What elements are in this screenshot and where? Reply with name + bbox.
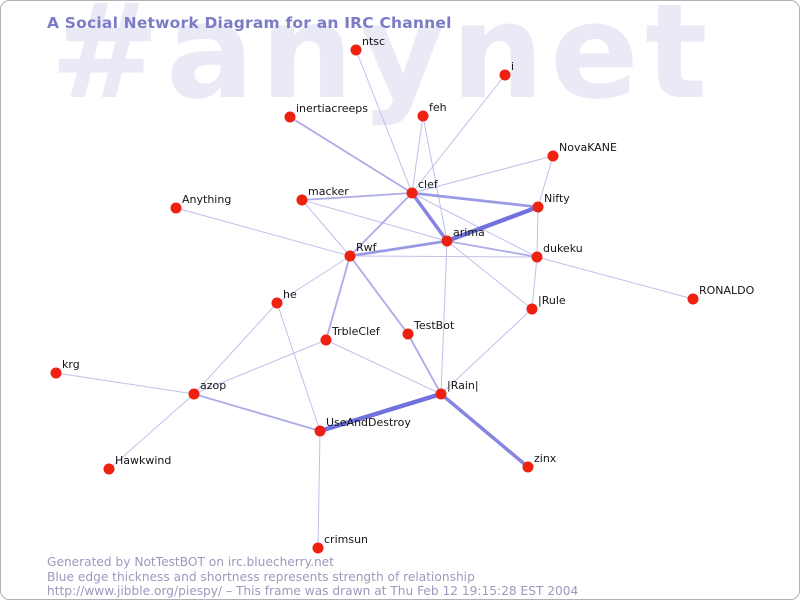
edge-Rule-Rain (440, 308, 533, 395)
edge-arima-dukeku (446, 240, 538, 258)
node-label-Hawkwind: Hawkwind (115, 454, 171, 467)
edge-dukeku-Rule (531, 256, 538, 310)
node-dukeku (531, 251, 543, 263)
node-TrbleClef (320, 334, 332, 346)
node-label-inertiacreeps: inertiacreeps (296, 102, 368, 115)
node-macker (296, 194, 308, 206)
edge-layer (55, 49, 694, 549)
edge-azop-UseAndDestroy (193, 393, 321, 432)
edge-Anything-Rwf (175, 207, 351, 257)
edge-azop-Hawkwind (108, 393, 195, 470)
edge-TrbleClef-azop (193, 339, 327, 395)
edge-macker-clef (301, 192, 413, 201)
node-RONALDO (687, 293, 699, 305)
edge-i-clef (411, 74, 506, 194)
edge-Nifty-dukeku (536, 206, 539, 258)
node-UseAndDestroy (314, 425, 326, 437)
edge-macker-arima (301, 199, 448, 242)
footer-text: Generated by NotTestBOT on irc.bluecherr… (47, 555, 578, 599)
node-Anything (170, 202, 182, 214)
node-arima (441, 235, 453, 247)
node-label-Nifty: Nifty (544, 192, 570, 205)
node-inertiacreeps (284, 111, 296, 123)
node-ntsc (350, 44, 362, 56)
edge-feh-clef (411, 115, 424, 194)
channel-watermark: #anynet (50, 0, 714, 128)
edge-arima-Rwf (348, 239, 449, 258)
node-TestBot (402, 328, 414, 340)
node-label-NovaKANE: NovaKANE (559, 141, 617, 154)
edge-Rwf-TrbleClef (325, 255, 351, 341)
node-zinx (522, 461, 534, 473)
node-feh (417, 110, 429, 122)
edge-Rwf-TestBot (349, 255, 409, 335)
node-label-zinx: zinx (534, 452, 557, 465)
edge-Rain-zinx (439, 392, 530, 469)
edge-krg-azop (55, 372, 195, 395)
edge-he-UseAndDestroy (276, 302, 321, 432)
edge-Nifty-arima (444, 204, 541, 244)
edge-UseAndDestroy-Rain (317, 391, 444, 434)
node-Rule (526, 303, 538, 315)
node-label-RONALDO: RONALDO (699, 284, 755, 297)
node-label-TrbleClef: TrbleClef (331, 325, 381, 338)
node-label-he: he (283, 288, 297, 301)
edge-Rwf-dukeku (349, 255, 538, 258)
footer-url-timestamp: http://www.jibble.org/piespy/ – This fra… (47, 584, 579, 599)
edge-TrbleClef-Rain (325, 339, 442, 395)
node-label-Anything: Anything (182, 193, 231, 206)
edge-NovaKANE-clef (411, 155, 554, 194)
node-label-UseAndDestroy: UseAndDestroy (326, 416, 411, 429)
edge-clef-Nifty (410, 191, 540, 209)
label-layer: ntsc i inertiacreeps feh NovaKANE clef macker A… (62, 35, 755, 546)
node-label-TestBot: TestBot (413, 319, 455, 332)
footer-generated-by: Generated by NotTestBOT on irc.bluecherr… (47, 555, 334, 569)
edge-arima-Rule (446, 240, 533, 310)
node-Rain (435, 388, 447, 400)
node-label-arima: arima (453, 226, 485, 239)
node-Nifty (532, 201, 544, 213)
edge-inertiacreeps-clef (289, 116, 413, 194)
edge-NovaKANE-Nifty (537, 155, 554, 208)
edge-Rwf-he (276, 255, 351, 304)
node-label-crimsun: crimsun (324, 533, 368, 546)
node-label-macker: macker (308, 185, 349, 198)
node-crimsun (312, 542, 324, 554)
edge-dukeku-RONALDO (536, 256, 694, 300)
node-azop (188, 388, 200, 400)
node-NovaKANE (547, 150, 559, 162)
node-label-dukeku: dukeku (543, 242, 583, 255)
diagram-title: A Social Network Diagram for an IRC Chan… (47, 14, 452, 32)
node-Rwf (344, 250, 356, 262)
edge-macker-Rwf (301, 199, 351, 257)
node-label-Rule: |Rule (538, 294, 566, 307)
node-label-Rwf: Rwf (356, 241, 378, 254)
node-Hawkwind (103, 463, 115, 475)
edge-ntsc-clef (355, 49, 413, 194)
node-clef (406, 187, 418, 199)
node-label-feh: feh (429, 101, 447, 114)
node-label-krg: krg (62, 358, 80, 371)
edge-clef-arima (410, 191, 449, 243)
node-layer (50, 44, 699, 554)
node-label-azop: azop (200, 379, 226, 392)
node-label-clef: clef (418, 178, 439, 191)
edge-arima-Rain (440, 240, 448, 395)
node-he (271, 297, 283, 309)
edge-TestBot-Rain (407, 333, 442, 395)
edge-he-azop (193, 302, 278, 395)
node-krg (50, 367, 62, 379)
node-label-ntsc: ntsc (362, 35, 385, 48)
footer-legend: Blue edge thickness and shortness repres… (47, 569, 475, 584)
node-label-i: i (511, 60, 514, 73)
node-label-Rain: |Rain| (447, 379, 479, 392)
node-i (499, 69, 511, 81)
edge-clef-Rwf (349, 192, 413, 257)
edge-feh-arima (422, 115, 448, 242)
edge-clef-dukeku (411, 192, 538, 258)
edge-UseAndDestroy-crimsun (317, 430, 321, 549)
